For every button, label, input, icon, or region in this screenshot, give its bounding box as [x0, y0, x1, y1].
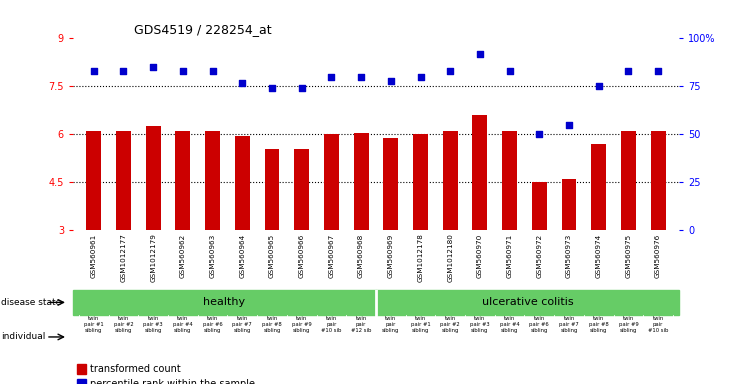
Text: twin
pair #6
sibling: twin pair #6 sibling: [203, 316, 223, 333]
Bar: [116, 131, 131, 230]
Bar: [591, 144, 606, 230]
Bar: [650, 131, 666, 230]
Text: twin
pair
#12 sib: twin pair #12 sib: [351, 316, 372, 333]
Point: [207, 68, 218, 74]
Bar: [324, 134, 339, 230]
Text: GSM560972: GSM560972: [537, 233, 542, 278]
Bar: [86, 131, 101, 230]
Text: twin
pair #9
sibling: twin pair #9 sibling: [618, 316, 638, 333]
Point: [623, 68, 634, 74]
Text: disease state: disease state: [1, 298, 62, 307]
Text: twin
pair #3
sibling: twin pair #3 sibling: [470, 316, 490, 333]
Text: GSM560973: GSM560973: [566, 233, 572, 278]
Bar: [264, 149, 280, 230]
Point: [504, 68, 515, 74]
Bar: [175, 131, 191, 230]
Text: twin
pair #7
sibling: twin pair #7 sibling: [232, 316, 252, 333]
Point: [593, 83, 604, 89]
Text: individual: individual: [1, 333, 46, 341]
Text: healthy: healthy: [204, 297, 245, 308]
Bar: [77, 364, 86, 374]
Bar: [77, 379, 86, 384]
Point: [385, 78, 396, 84]
Text: GSM560975: GSM560975: [626, 233, 631, 278]
Text: twin
pair #4
sibling: twin pair #4 sibling: [500, 316, 520, 333]
Text: twin
pair
#10 sib: twin pair #10 sib: [321, 316, 342, 333]
Point: [356, 74, 367, 80]
Text: GSM1012179: GSM1012179: [150, 233, 156, 282]
Bar: [413, 134, 428, 230]
Text: percentile rank within the sample: percentile rank within the sample: [90, 379, 255, 384]
Point: [474, 51, 485, 57]
Point: [266, 85, 278, 91]
Bar: [561, 179, 577, 230]
Point: [118, 68, 129, 74]
Text: twin
pair #3
sibling: twin pair #3 sibling: [143, 316, 163, 333]
Text: GSM560965: GSM560965: [269, 233, 275, 278]
Text: twin
pair #8
sibling: twin pair #8 sibling: [262, 316, 282, 333]
Point: [237, 79, 248, 86]
Point: [177, 68, 189, 74]
Text: GSM560969: GSM560969: [388, 233, 393, 278]
Text: twin
pair
sibling: twin pair sibling: [382, 316, 399, 333]
Text: twin
pair #9
sibling: twin pair #9 sibling: [292, 316, 312, 333]
Text: GSM560974: GSM560974: [596, 233, 602, 278]
Text: GSM560961: GSM560961: [91, 233, 97, 278]
Bar: [383, 137, 399, 230]
Point: [563, 122, 575, 128]
Point: [415, 74, 426, 80]
Bar: [621, 131, 636, 230]
Bar: [205, 131, 220, 230]
Text: twin
pair #2
sibling: twin pair #2 sibling: [114, 316, 134, 333]
Point: [326, 74, 337, 80]
Text: twin
pair
#10 sib: twin pair #10 sib: [648, 316, 668, 333]
Text: GSM560967: GSM560967: [328, 233, 334, 278]
Bar: [443, 131, 458, 230]
Text: GSM1012177: GSM1012177: [120, 233, 126, 282]
Bar: [294, 149, 309, 230]
Text: GDS4519 / 228254_at: GDS4519 / 228254_at: [134, 23, 272, 36]
Text: twin
pair #4
sibling: twin pair #4 sibling: [173, 316, 193, 333]
Text: GSM1012178: GSM1012178: [418, 233, 423, 282]
Bar: [532, 182, 547, 230]
Text: twin
pair #2
sibling: twin pair #2 sibling: [440, 316, 460, 333]
Bar: [502, 131, 517, 230]
Point: [296, 85, 307, 91]
Text: GSM560970: GSM560970: [477, 233, 483, 278]
Bar: [472, 115, 488, 230]
Text: GSM560971: GSM560971: [507, 233, 512, 278]
Text: transformed count: transformed count: [90, 364, 180, 374]
Text: GSM1012180: GSM1012180: [447, 233, 453, 282]
Bar: [376, 290, 679, 315]
Text: GSM560964: GSM560964: [239, 233, 245, 278]
Bar: [146, 126, 161, 230]
Bar: [73, 290, 376, 315]
Point: [445, 68, 456, 74]
Text: GSM560963: GSM560963: [210, 233, 215, 278]
Text: twin
pair #1
sibling: twin pair #1 sibling: [84, 316, 104, 333]
Text: GSM560968: GSM560968: [358, 233, 364, 278]
Text: twin
pair #6
sibling: twin pair #6 sibling: [529, 316, 549, 333]
Bar: [235, 136, 250, 230]
Point: [147, 64, 159, 70]
Text: GSM560976: GSM560976: [655, 233, 661, 278]
Text: twin
pair #1
sibling: twin pair #1 sibling: [411, 316, 431, 333]
Text: GSM560962: GSM560962: [180, 233, 186, 278]
Point: [653, 68, 664, 74]
Text: twin
pair #7
sibling: twin pair #7 sibling: [559, 316, 579, 333]
Text: ulcerative colitis: ulcerative colitis: [482, 297, 573, 308]
Text: twin
pair #8
sibling: twin pair #8 sibling: [589, 316, 609, 333]
Point: [88, 68, 99, 74]
Point: [534, 131, 545, 137]
Text: GSM560966: GSM560966: [299, 233, 304, 278]
Bar: [353, 133, 369, 230]
